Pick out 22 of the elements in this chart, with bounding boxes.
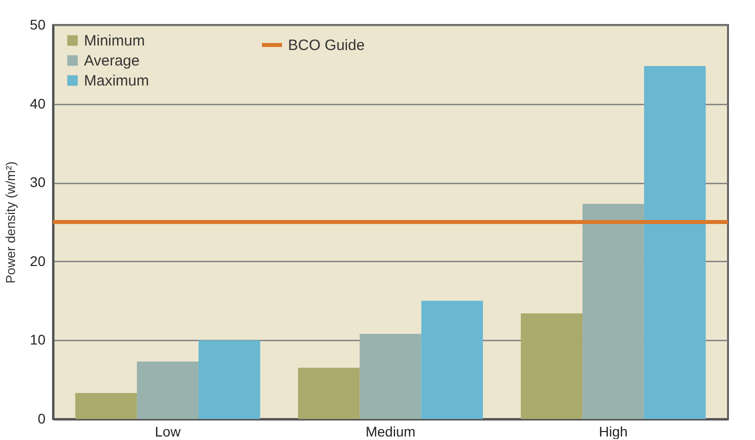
- bar: [198, 340, 260, 419]
- y-tick-label: 40: [30, 95, 46, 112]
- y-tick-label: 10: [30, 332, 46, 348]
- y-tick-label: 0: [38, 410, 46, 426]
- legend-label: Minimum: [84, 32, 145, 50]
- bar: [298, 368, 360, 419]
- bar: [520, 313, 582, 419]
- x-tick-label: Medium: [366, 424, 416, 440]
- legend-label: Maximum: [84, 72, 150, 90]
- y-tick-label: 30: [30, 174, 46, 190]
- x-tick-label: Low: [154, 424, 182, 440]
- bar: [582, 204, 644, 419]
- y-axis-title: Power density (w/m²): [2, 161, 18, 284]
- legend-label: Average: [84, 52, 140, 70]
- bar: [75, 392, 137, 419]
- bar: [360, 334, 422, 419]
- y-tick-label: 20: [30, 252, 46, 269]
- y-tick-label: 50: [30, 16, 46, 32]
- bar: [421, 300, 483, 419]
- bar: [136, 361, 199, 419]
- bar: [644, 66, 706, 419]
- legend-label: BCO Guide: [288, 37, 365, 54]
